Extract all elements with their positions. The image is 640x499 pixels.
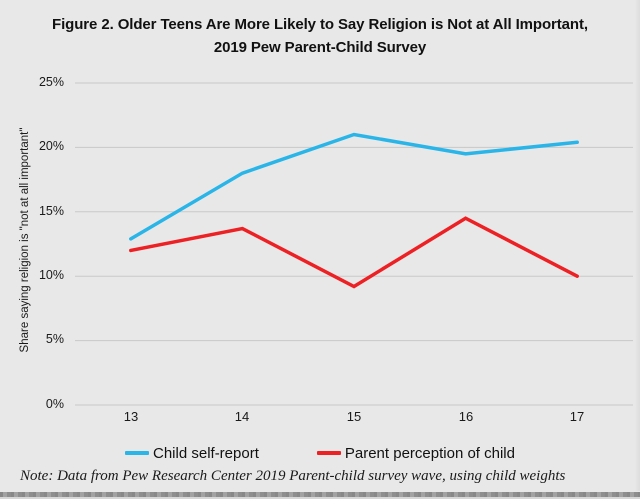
chart-title: Figure 2. Older Teens Are More Likely to… — [52, 16, 588, 56]
y-axis-label: Share saying religion is "not at all imp… — [19, 127, 31, 353]
series-lines — [129, 132, 579, 289]
legend-label-parent-perception: Parent perception of child — [344, 444, 515, 462]
y-tick-20pct: 20% — [38, 139, 64, 153]
y-tick-25pct: 25% — [38, 75, 64, 89]
child-self-report-line-swatch — [125, 451, 149, 455]
y-tick-5pct: 5% — [45, 332, 64, 346]
parent-perception-line-swatch — [316, 451, 341, 455]
child-self-report-line — [129, 132, 579, 241]
legend: Child self-report Parent perception of c… — [0, 443, 640, 463]
x-tick-age-16: 16 — [458, 409, 474, 424]
legend-label-child-self-report: Child self-report — [153, 444, 259, 462]
right-edge-shade — [635, 0, 640, 491]
legend-item-parent-perception: Parent perception of child — [316, 444, 515, 462]
parent-perception-line — [129, 216, 579, 289]
x-tick-age-15: 15 — [346, 409, 362, 424]
x-tick-age-17: 17 — [569, 409, 585, 424]
y-tick-10pct: 10% — [38, 268, 64, 282]
x-tick-age-14: 14 — [234, 409, 250, 424]
y-tick-0pct: 0% — [45, 397, 64, 411]
y-tick-15pct: 15% — [38, 204, 64, 218]
legend-item-child-self-report: Child self-report — [125, 445, 259, 462]
bottom-crop-artifact — [0, 491, 640, 499]
gridlines — [75, 82, 633, 406]
x-tick-age-13: 13 — [123, 409, 139, 424]
source-note: Note: Data from Pew Research Center 2019… — [20, 468, 566, 484]
